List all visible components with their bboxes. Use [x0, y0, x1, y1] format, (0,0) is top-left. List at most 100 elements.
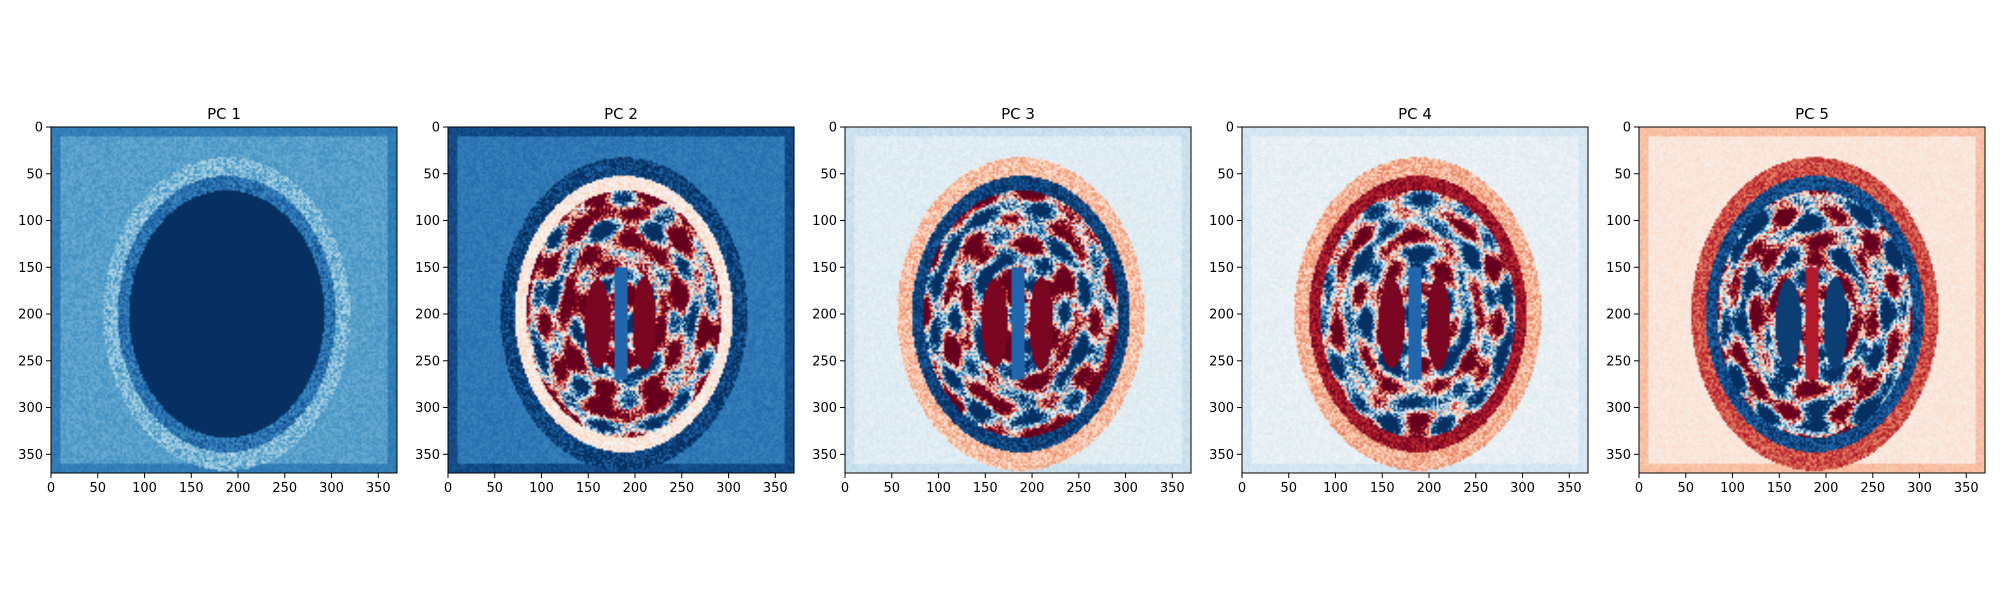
- x-tick-label: 150: [576, 481, 601, 496]
- heatmap-image-pc1: [51, 127, 397, 473]
- y-tick-label: 350: [1606, 448, 1631, 463]
- x-tick-label: 0: [1238, 481, 1246, 496]
- y-tick-label: 100: [1209, 214, 1234, 229]
- y-tick-label: 50: [423, 167, 440, 182]
- x-tick-label: 300: [716, 481, 741, 496]
- subplot-pc4: PC 4 0 50 100 150 200 250 300 350 0 50 100 150 200 250…: [1209, 105, 1589, 496]
- x-tick-label: 350: [763, 481, 788, 496]
- y-tick-label: 100: [18, 214, 43, 229]
- y-tick-label: 150: [415, 261, 440, 276]
- x-tick-label: 200: [623, 481, 648, 496]
- x-tick-label: 350: [366, 481, 391, 496]
- x-tick-label: 250: [272, 481, 297, 496]
- x-tick-label: 150: [973, 481, 998, 496]
- subplots: PC 1 0 50 100 150 200 250 300 350 0 50 100 150 200 250…: [18, 105, 1986, 496]
- y-tick-label: 150: [18, 261, 43, 276]
- y-tick-label: 350: [812, 448, 837, 463]
- axes-frame: [447, 126, 795, 474]
- y-tick-label: 300: [18, 401, 43, 416]
- x-tick-label: 300: [1113, 481, 1138, 496]
- x-tick-label: 350: [1160, 481, 1185, 496]
- y-tick-label: 350: [1209, 448, 1234, 463]
- y-tick-label: 100: [812, 214, 837, 229]
- heatmap-image-pc5: [1639, 127, 1985, 473]
- x-tick-label: 100: [1720, 481, 1745, 496]
- heatmap-image-pc4: [1242, 127, 1588, 473]
- y-tick-label: 250: [1606, 354, 1631, 369]
- x-tick-label: 200: [1417, 481, 1442, 496]
- y-tick-label: 200: [18, 308, 43, 323]
- x-tick-label: 100: [529, 481, 554, 496]
- y-tick-label: 50: [820, 167, 837, 182]
- y-tick-label: 300: [812, 401, 837, 416]
- y-tick-label: 200: [812, 308, 837, 323]
- x-tick-label: 350: [1557, 481, 1582, 496]
- subplot-pc1: PC 1 0 50 100 150 200 250 300 350 0 50 100 150 200 250…: [18, 105, 398, 496]
- y-tick-label: 100: [415, 214, 440, 229]
- y-tick-label: 50: [1614, 167, 1631, 182]
- x-tick-label: 50: [89, 481, 106, 496]
- x-tick-label: 150: [1370, 481, 1395, 496]
- subplot-title: PC 1: [207, 105, 241, 123]
- y-tick-label: 250: [812, 354, 837, 369]
- y-tick-label: 0: [1226, 121, 1234, 136]
- x-tick-label: 0: [1635, 481, 1643, 496]
- y-tick-label: 200: [1606, 308, 1631, 323]
- y-tick-label: 200: [1209, 308, 1234, 323]
- y-tick-label: 150: [812, 261, 837, 276]
- x-tick-label: 300: [1907, 481, 1932, 496]
- y-tick-label: 300: [415, 401, 440, 416]
- y-tick-label: 150: [1209, 261, 1234, 276]
- x-tick-label: 150: [1767, 481, 1792, 496]
- y-tick-label: 0: [35, 121, 43, 136]
- y-tick-label: 0: [829, 121, 837, 136]
- y-tick-label: 350: [18, 448, 43, 463]
- y-tick-label: 250: [18, 354, 43, 369]
- subplot-title: PC 5: [1795, 105, 1829, 123]
- y-tick-label: 250: [1209, 354, 1234, 369]
- x-tick-label: 0: [444, 481, 452, 496]
- x-tick-label: 50: [486, 481, 503, 496]
- y-tick-label: 350: [415, 448, 440, 463]
- y-tick-label: 300: [1209, 401, 1234, 416]
- subplot-pc2: PC 2 0 50 100 150 200 250 300 350 0 50 100 150 200 250…: [415, 105, 795, 496]
- heatmap-image-pc3: [845, 127, 1191, 473]
- x-tick-label: 0: [841, 481, 849, 496]
- x-tick-label: 200: [226, 481, 251, 496]
- subplot-pc3: PC 3 0 50 100 150 200 250 300 350 0 50 100 150 200 250…: [812, 105, 1192, 496]
- heatmap-image-pc2: [448, 127, 794, 473]
- axes-frame: [1241, 126, 1589, 474]
- subplot-title: PC 3: [1001, 105, 1035, 123]
- x-tick-label: 300: [319, 481, 344, 496]
- x-tick-label: 100: [926, 481, 951, 496]
- x-tick-label: 250: [1860, 481, 1885, 496]
- axes-frame: [50, 126, 398, 474]
- x-tick-label: 150: [179, 481, 204, 496]
- x-tick-label: 300: [1510, 481, 1535, 496]
- x-tick-label: 50: [883, 481, 900, 496]
- y-tick-label: 100: [1606, 214, 1631, 229]
- y-tick-label: 250: [415, 354, 440, 369]
- x-tick-label: 0: [47, 481, 55, 496]
- y-tick-label: 0: [432, 121, 440, 136]
- subplot-pc5: PC 5 0 50 100 150 200 250 300 350 0 50 100 150 200 250…: [1606, 105, 1986, 496]
- axes-frame: [844, 126, 1192, 474]
- x-tick-label: 250: [1066, 481, 1091, 496]
- x-tick-label: 350: [1954, 481, 1979, 496]
- x-tick-label: 100: [1323, 481, 1348, 496]
- x-tick-label: 50: [1280, 481, 1297, 496]
- y-tick-label: 200: [415, 308, 440, 323]
- y-tick-label: 50: [1217, 167, 1234, 182]
- subplot-title: PC 2: [604, 105, 638, 123]
- subplot-title: PC 4: [1398, 105, 1432, 123]
- y-tick-label: 150: [1606, 261, 1631, 276]
- y-tick-label: 0: [1623, 121, 1631, 136]
- axes-frame: [1638, 126, 1986, 474]
- x-tick-label: 100: [132, 481, 157, 496]
- x-tick-label: 200: [1020, 481, 1045, 496]
- y-tick-label: 300: [1606, 401, 1631, 416]
- x-tick-label: 250: [1463, 481, 1488, 496]
- y-tick-label: 50: [26, 167, 43, 182]
- x-tick-label: 250: [669, 481, 694, 496]
